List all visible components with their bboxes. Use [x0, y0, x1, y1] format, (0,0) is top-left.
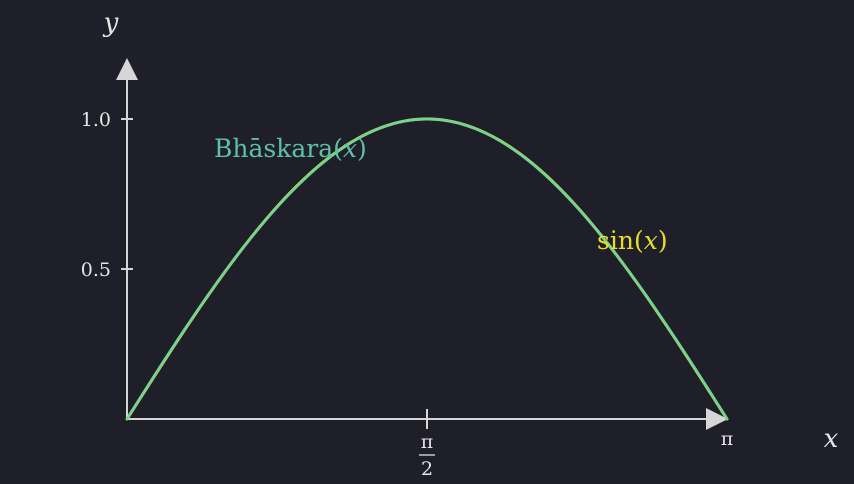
x-axis-arrowhead [706, 408, 728, 430]
series-label-sin-arg: x [644, 226, 658, 255]
series-label-bhaskara-arg: x [343, 134, 357, 163]
series-label-bhaskara-func: Bhāskara [214, 134, 333, 163]
y-axis-label: y [103, 8, 119, 38]
x-tick-label: π [721, 428, 734, 450]
y-tick-label: 0.5 [81, 259, 111, 281]
series-group [125, 117, 729, 421]
y-tick-label: 1.0 [81, 109, 111, 131]
series-label-bhaskara: Bhāskara(x) [214, 134, 367, 163]
x-tick-label-numerator: π [421, 431, 434, 453]
series-line-bhaskara [125, 117, 729, 421]
tick-group: 0.5 1.0 π 2 π [81, 109, 733, 480]
x-tick-label-denominator: 2 [421, 458, 433, 480]
series-label-sin-func: sin [597, 226, 634, 255]
y-axis-arrowhead [116, 58, 138, 80]
series-line-sin [125, 117, 729, 421]
series-label-sin: sin(x) [597, 226, 668, 255]
x-axis-label: x [824, 424, 839, 454]
